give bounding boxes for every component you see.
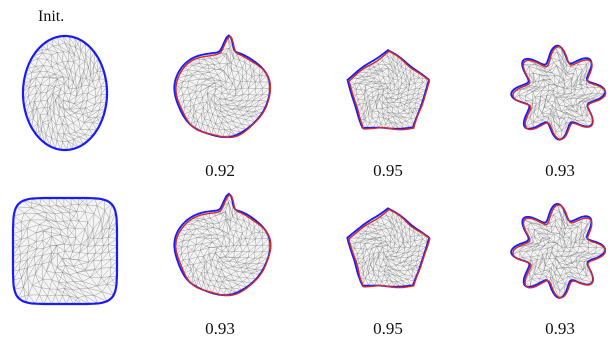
- score-row1-pentagon: 0.95: [373, 161, 403, 180]
- score-row2-star: 0.93: [545, 319, 575, 338]
- triangle-mesh-lines: [174, 37, 270, 137]
- initial-outline: [11, 196, 119, 306]
- initial-outline: [21, 34, 109, 152]
- initial-ellipse-mesh: [21, 34, 109, 152]
- score-row1-blob: 0.92: [205, 161, 235, 180]
- result-outline: [175, 35, 272, 139]
- initial-rounded-square-mesh: [11, 196, 119, 306]
- triangle-mesh-lines: [22, 35, 108, 151]
- triangle-mesh-lines: [347, 209, 428, 287]
- result-star-mesh-row2: [510, 202, 607, 299]
- row-1: 0.92 0.95 0.93: [21, 34, 607, 180]
- result-outline: [174, 193, 272, 297]
- result-blob-mesh-row2: [173, 192, 272, 297]
- result-outline: [348, 50, 431, 131]
- score-row1-star: 0.93: [545, 161, 575, 180]
- row-2: 0.93 0.95 0.93: [11, 192, 607, 338]
- triangle-mesh-lines: [12, 197, 118, 305]
- result-star-mesh-row1: [510, 44, 607, 141]
- result-outline: [512, 204, 607, 299]
- target-outline: [173, 192, 272, 297]
- shape-fill: [347, 50, 429, 129]
- result-pentagon-mesh-row2: [346, 207, 431, 289]
- triangle-mesh-lines: [174, 196, 270, 295]
- target-outline: [346, 49, 430, 130]
- score-row2-pentagon: 0.95: [373, 319, 403, 338]
- target-outline: [346, 207, 431, 288]
- result-blob-mesh-row1: [173, 34, 272, 139]
- result-pentagon-mesh-row1: [346, 49, 431, 131]
- result-outline: [512, 45, 607, 141]
- score-row2-blob: 0.93: [205, 319, 235, 338]
- triangle-mesh-lines: [348, 51, 427, 129]
- result-outline: [348, 208, 431, 289]
- target-outline: [173, 34, 272, 139]
- init-column-label: Init.: [38, 8, 64, 25]
